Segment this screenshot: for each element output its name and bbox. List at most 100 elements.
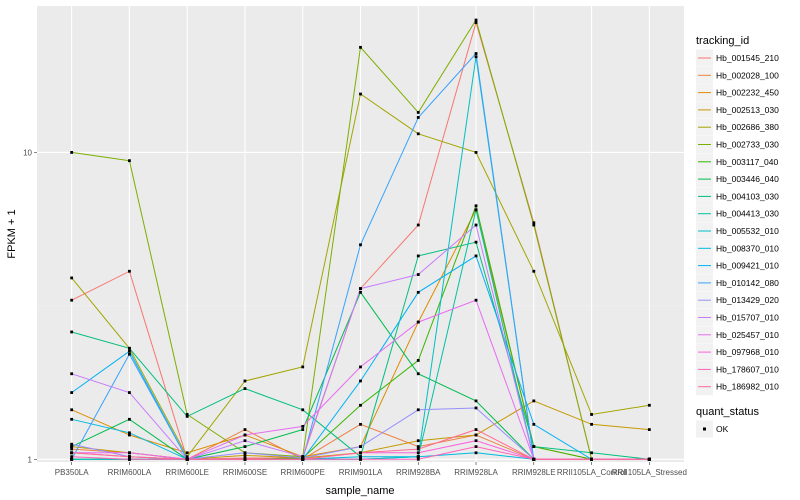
legend-entry-label: Hb_010142_080 xyxy=(716,278,779,288)
data-point xyxy=(243,451,247,455)
data-point xyxy=(70,298,74,302)
x-axis: PB350LA RRIM600LA RRIM600LE RRIM600SE RRIM60… xyxy=(55,462,687,477)
data-point xyxy=(474,399,478,403)
data-point xyxy=(70,391,74,394)
data-point xyxy=(70,408,74,412)
shape-legend-items: OK xyxy=(696,420,729,438)
data-point xyxy=(474,223,478,227)
data-point xyxy=(128,159,131,163)
shape-legend-title: quant_status xyxy=(696,406,759,418)
data-point xyxy=(647,457,651,461)
data-point xyxy=(474,439,478,443)
data-point xyxy=(359,422,362,426)
y-tick-label: 1 xyxy=(28,455,33,464)
legend-items: Hb_001545_210 Hb_002028_100 Hb_002232_450 H… xyxy=(696,49,779,396)
x-tick-label: RRIM928BA xyxy=(396,468,441,477)
y-axis: 1 10 xyxy=(23,148,37,464)
data-point xyxy=(128,417,131,421)
data-point xyxy=(474,21,478,24)
data-point xyxy=(474,406,478,410)
data-point xyxy=(128,346,131,350)
data-point xyxy=(70,372,74,376)
data-point xyxy=(243,428,247,431)
data-point xyxy=(474,18,478,22)
data-point xyxy=(128,391,131,394)
legend-entry-label: Hb_009421_010 xyxy=(716,261,779,271)
data-point xyxy=(474,208,478,212)
data-point xyxy=(70,445,74,449)
data-point xyxy=(70,455,74,459)
data-point xyxy=(359,290,362,294)
data-point xyxy=(359,365,362,369)
data-point xyxy=(243,379,247,383)
series-points xyxy=(70,18,651,461)
data-point xyxy=(243,457,247,461)
data-point xyxy=(532,399,536,403)
data-point xyxy=(301,365,305,369)
data-point xyxy=(128,455,131,459)
data-point xyxy=(301,408,305,412)
data-point xyxy=(532,223,536,227)
data-point xyxy=(185,457,189,461)
data-point xyxy=(416,132,420,136)
data-point xyxy=(70,330,74,334)
data-point xyxy=(532,445,536,449)
data-point xyxy=(416,447,420,451)
data-point xyxy=(70,442,74,446)
data-point xyxy=(359,243,362,247)
data-point xyxy=(474,445,478,449)
data-point xyxy=(532,422,536,426)
data-point xyxy=(416,320,420,324)
legend-entry-label: Hb_013429_020 xyxy=(716,295,779,305)
legend-entry-label: Hb_002513_030 xyxy=(716,105,779,115)
data-point xyxy=(590,413,593,416)
legend-entry-label: Hb_005532_010 xyxy=(716,226,779,236)
x-tick-label: RRII105LA_Control xyxy=(557,468,627,477)
data-point xyxy=(416,116,420,119)
shape-legend-label: OK xyxy=(716,424,729,434)
legend: tracking_id Hb_001545_210Hb_002028_100Hb… xyxy=(696,35,779,438)
x-tick-label: PB350LA xyxy=(55,468,89,477)
legend-entry-label: Hb_001545_210 xyxy=(716,53,779,63)
data-point xyxy=(70,457,74,461)
data-point xyxy=(359,379,362,383)
data-point xyxy=(243,453,247,457)
data-point xyxy=(359,92,362,96)
data-point xyxy=(128,433,131,437)
data-point xyxy=(128,431,131,435)
data-point xyxy=(416,372,420,376)
data-point xyxy=(359,457,362,461)
data-point xyxy=(70,151,74,154)
x-tick-label: RRII105LA_Stressed xyxy=(612,468,687,477)
data-point xyxy=(128,457,131,461)
data-point xyxy=(416,457,420,461)
data-point xyxy=(70,451,74,455)
data-point xyxy=(474,433,478,437)
data-point xyxy=(70,447,74,451)
legend-entry-label: Hb_002028_100 xyxy=(716,70,779,80)
legend-entry-label: Hb_004413_030 xyxy=(716,209,779,219)
x-tick-label: RRIM928LE xyxy=(512,468,556,477)
data-point xyxy=(474,52,478,55)
data-point xyxy=(474,254,478,258)
x-tick-label: RRIM600PE xyxy=(280,468,324,477)
data-point xyxy=(185,455,189,459)
data-point xyxy=(416,111,420,114)
x-tick-label: RRIM901LA xyxy=(339,468,383,477)
data-point xyxy=(474,204,478,208)
data-point xyxy=(416,223,420,227)
data-point xyxy=(128,269,131,273)
data-point xyxy=(359,45,362,49)
data-point xyxy=(301,457,305,461)
data-point xyxy=(590,422,593,426)
data-point xyxy=(243,439,247,443)
x-tick-label: RRIM600SE xyxy=(223,468,267,477)
legend-entry-label: Hb_008370_010 xyxy=(716,243,779,253)
data-point xyxy=(474,240,478,244)
data-point xyxy=(532,269,536,273)
data-point xyxy=(416,439,420,443)
data-point xyxy=(243,387,247,390)
data-point xyxy=(185,414,189,418)
x-axis-title: sample_name xyxy=(325,485,394,497)
